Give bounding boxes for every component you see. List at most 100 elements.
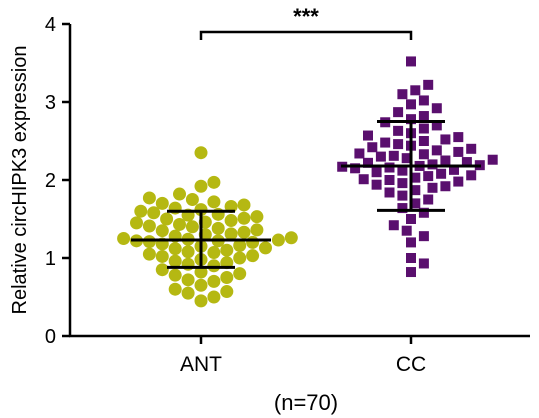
x-category-label: CC <box>396 353 426 376</box>
ant-data-point <box>224 214 238 228</box>
cc-data-point <box>453 132 464 143</box>
ant-data-point <box>194 179 208 193</box>
cc-data-point <box>371 179 382 190</box>
cc-data-point <box>401 225 412 236</box>
ant-data-point <box>259 241 272 255</box>
ant-data-point <box>160 212 174 226</box>
y-tick-label: 4 <box>45 14 56 36</box>
cc-data-point <box>393 107 404 118</box>
ant-data-point <box>155 263 169 277</box>
cc-data-point <box>406 114 416 125</box>
cc-data-point <box>487 154 498 165</box>
cc-data-point <box>401 153 412 164</box>
ant-data-point <box>142 191 156 205</box>
ant-data-point <box>181 273 195 287</box>
ant-data-point <box>250 210 264 224</box>
cc-data-point <box>397 190 408 201</box>
cc-data-point <box>410 185 421 196</box>
cc-data-point <box>384 162 395 173</box>
cc-data-point <box>436 168 447 179</box>
cc-data-point <box>453 146 464 157</box>
ant-data-point <box>168 254 182 268</box>
ant-data-point <box>284 231 298 245</box>
cc-data-point <box>418 136 429 146</box>
cc-data-point <box>461 157 472 168</box>
cc-data-point <box>371 167 382 178</box>
ant-data-point <box>207 246 221 260</box>
cc-data-point <box>423 79 434 90</box>
ant-data-point <box>134 204 148 218</box>
cc-data-point <box>384 187 395 198</box>
ant-data-point <box>233 239 247 253</box>
cc-data-point <box>406 56 416 67</box>
cc-data-point <box>375 151 386 162</box>
sample-size-note: (n=70) <box>274 390 338 415</box>
cc-data-point <box>427 182 438 193</box>
ant-data-point <box>220 271 234 284</box>
ant-data-point <box>250 223 264 237</box>
cc-data-point <box>393 125 404 136</box>
ant-data-point <box>207 290 221 304</box>
ant-data-point <box>246 235 260 249</box>
ant-data-point <box>207 259 221 273</box>
cc-data-point <box>418 231 429 242</box>
cc-data-point <box>410 198 421 209</box>
cc-data-point <box>406 99 416 110</box>
cc-data-point <box>388 150 399 161</box>
y-tick-label: 3 <box>45 92 56 114</box>
cc-data-point <box>431 120 442 131</box>
cc-data-point <box>363 130 373 141</box>
cc-data-point <box>440 155 451 166</box>
y-tick-label: 1 <box>45 248 56 270</box>
cc-data-point <box>418 123 429 134</box>
ant-data-point <box>173 187 186 201</box>
cc-data-point <box>380 137 391 148</box>
cc-data-point <box>453 176 464 187</box>
cc-data-point <box>440 134 451 145</box>
cc-data-point <box>393 139 404 150</box>
ant-data-point <box>168 268 182 282</box>
ant-data-point <box>185 193 199 206</box>
ant-data-point <box>246 249 260 263</box>
x-axis-ticks: ANT CC <box>180 336 426 376</box>
ant-data-point <box>173 217 186 231</box>
error-bars <box>131 120 481 269</box>
cc-data-point <box>406 214 416 224</box>
cc-data-point <box>431 145 442 156</box>
ant-data-point <box>168 242 182 256</box>
x-category-label: ANT <box>180 353 222 376</box>
cc-data-point <box>418 111 429 122</box>
cc-data-point <box>358 174 369 185</box>
ant-data-point <box>194 294 208 308</box>
ant-data-point <box>185 220 199 234</box>
significance-bracket <box>199 30 413 40</box>
ant-data-point <box>233 251 247 265</box>
cc-data-point <box>418 149 429 160</box>
ant-data-point <box>155 224 169 238</box>
cc-data-point <box>363 157 373 168</box>
ant-data-point <box>168 282 182 296</box>
cc-data-point <box>410 172 421 183</box>
cc-data-point <box>449 164 459 175</box>
cc-data-point <box>427 159 438 170</box>
cc-data-point <box>397 89 408 100</box>
cc-data-point <box>367 142 378 153</box>
y-tick-label: 2 <box>45 170 56 192</box>
cc-data-point <box>466 170 477 181</box>
cc-data-point <box>388 220 399 231</box>
ant-data-point <box>194 278 208 292</box>
cc-data-point <box>418 258 429 269</box>
ant-data-point <box>233 267 247 281</box>
ant-data-point <box>142 219 156 233</box>
ant-data-point <box>271 233 285 247</box>
ant-data-point <box>220 243 234 257</box>
cc-data-point <box>423 171 434 182</box>
cc-data-point <box>431 103 442 114</box>
y-axis-ticks: 0 1 2 3 4 <box>45 14 70 348</box>
ant-data-point <box>181 286 195 300</box>
ant-data-point <box>194 146 208 160</box>
ant-data-point <box>155 196 169 210</box>
data-points <box>117 56 498 308</box>
cc-data-point <box>350 163 361 174</box>
